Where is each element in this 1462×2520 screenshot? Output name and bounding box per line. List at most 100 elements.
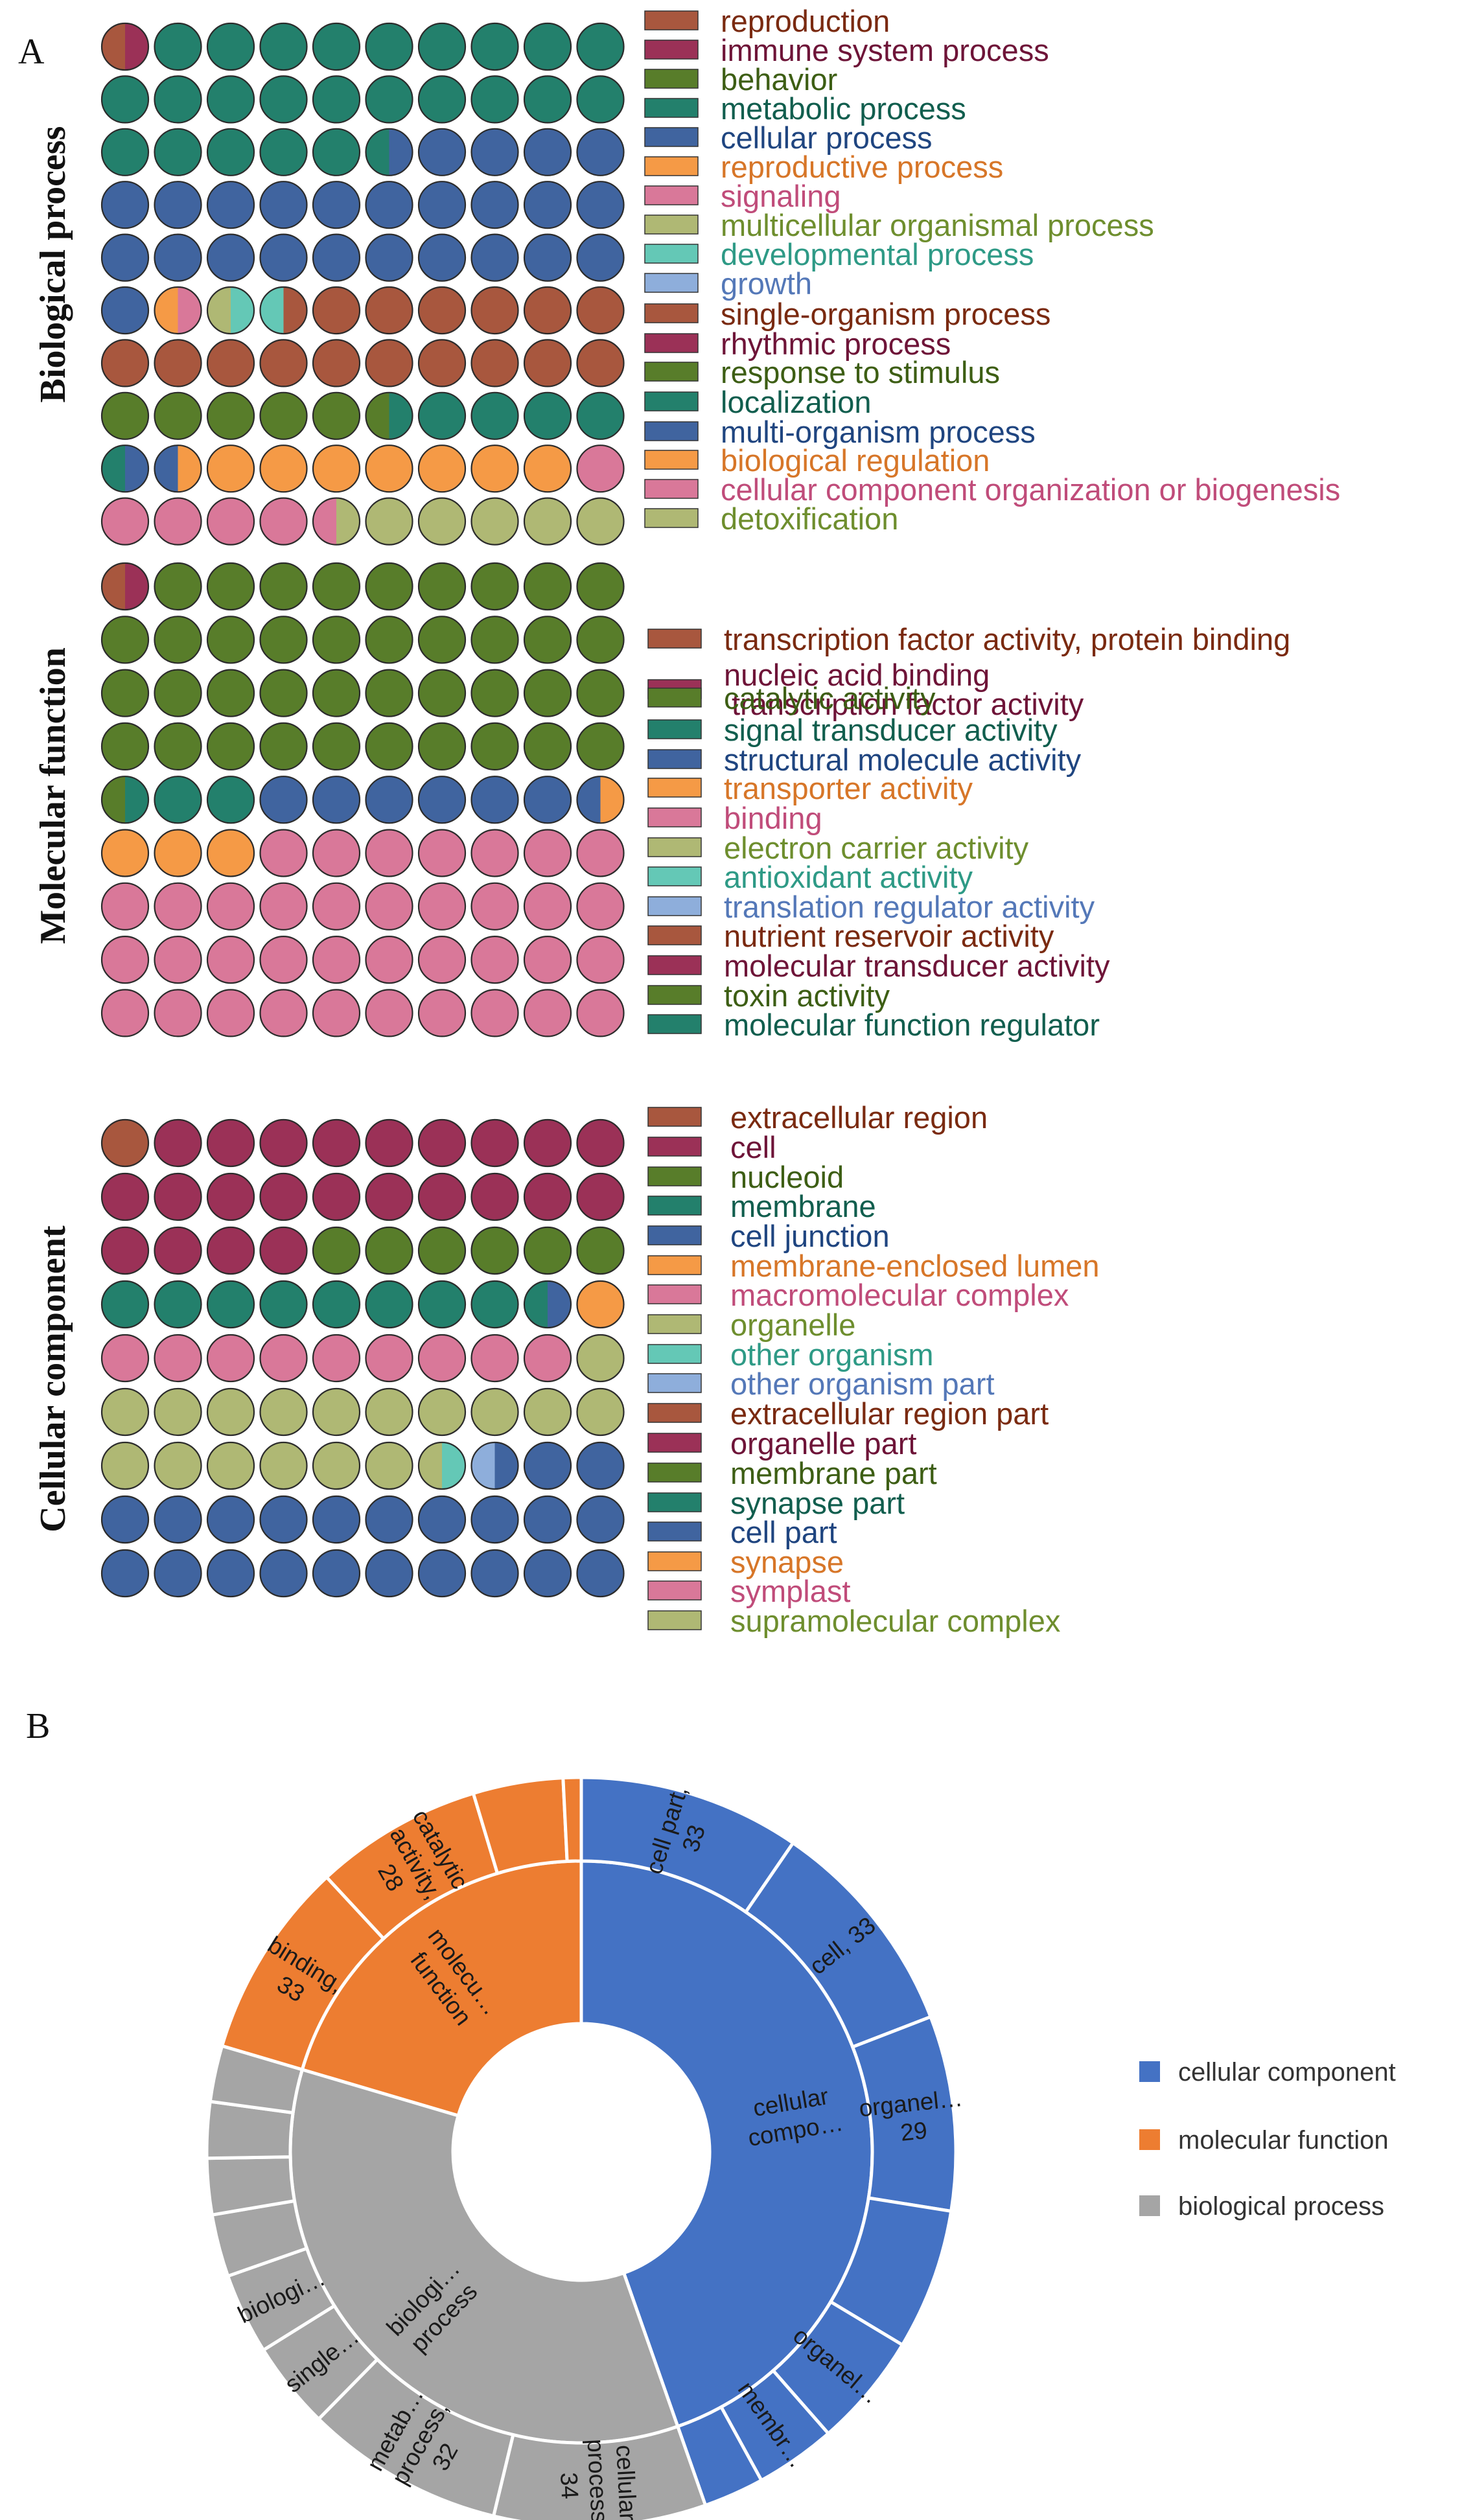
panel-b-label: B <box>26 1706 50 1746</box>
waffle-cell <box>417 181 467 229</box>
waffle-cell <box>523 22 572 71</box>
waffle-cell <box>100 935 150 984</box>
legend-swatch <box>644 40 699 60</box>
waffle-cell <box>259 669 308 717</box>
waffle-cell <box>365 616 413 664</box>
waffle-cell <box>206 339 255 387</box>
waffle-cell <box>576 1441 625 1490</box>
waffle-cell <box>523 1118 572 1168</box>
legend-swatch <box>644 333 699 353</box>
legend-swatch <box>644 508 699 528</box>
legend-swatch <box>647 985 702 1005</box>
waffle-cell <box>100 1118 150 1168</box>
waffle-cell <box>154 776 202 824</box>
outer-slice-cell-part: cell part,33 <box>579 1775 796 1915</box>
waffle-cell <box>417 286 467 335</box>
legend-swatch <box>647 1196 702 1216</box>
legend-label: cell part <box>730 1515 837 1549</box>
waffle-cell <box>470 391 519 440</box>
waffle-cell <box>576 989 625 1037</box>
waffle-cell <box>100 1495 150 1544</box>
waffle-cell <box>259 1441 308 1490</box>
legend-swatch <box>647 629 702 649</box>
legend-label: multi-organism process <box>721 415 1036 449</box>
waffle-cell <box>523 829 572 877</box>
waffle-cell <box>470 989 519 1037</box>
waffle-cell <box>154 1226 202 1275</box>
waffle-cell <box>259 935 308 984</box>
waffle-cell <box>523 1334 572 1383</box>
waffle-cell <box>206 1280 255 1329</box>
waffle-cell <box>100 1334 150 1383</box>
waffle-cell <box>417 829 467 877</box>
legend-label: transporter activity <box>724 771 973 805</box>
waffle-cell <box>470 1280 519 1329</box>
legend-item-response-to-stimulus: response to stimulus <box>644 355 1000 389</box>
legend-item-molecular-function-regulator: molecular function regulator <box>647 1008 1100 1042</box>
legend-label: immune system process <box>721 33 1049 67</box>
legend-label: symplast <box>730 1574 850 1608</box>
legend-swatch <box>647 719 702 739</box>
legend-swatch <box>647 688 702 708</box>
legend-label: metabolic process <box>721 91 966 126</box>
legend-swatch <box>644 479 699 499</box>
waffle-cell <box>523 562 572 611</box>
waffle-cell <box>365 75 413 124</box>
waffle-cell <box>206 935 255 984</box>
waffle-cell <box>259 181 308 229</box>
waffle-cell <box>470 616 519 664</box>
waffle-cell <box>206 722 255 771</box>
waffle-cell <box>365 497 413 546</box>
waffle-cell <box>576 391 625 440</box>
waffle-cell <box>154 722 202 771</box>
waffle-cell <box>576 1334 625 1383</box>
waffle-cell <box>417 1280 467 1329</box>
waffle-cell <box>365 1549 413 1598</box>
waffle-cell <box>523 391 572 440</box>
waffle-cell <box>576 1280 625 1329</box>
waffle-cell <box>100 1549 150 1598</box>
waffle-cell <box>417 1387 467 1437</box>
legend-item-immune-system-process: immune system process <box>644 33 1049 67</box>
waffle-cell <box>523 1387 572 1437</box>
waffle-cell <box>259 1549 308 1598</box>
waffle-cell <box>417 497 467 546</box>
waffle-cell <box>523 128 572 176</box>
waffle-cell <box>365 1441 413 1490</box>
outer-slice-metabolic-process: metab…process,32 <box>316 2357 515 2518</box>
waffle-cell <box>523 339 572 387</box>
waffle-cell <box>576 1495 625 1544</box>
waffle-cell <box>100 562 150 611</box>
waffle-cell <box>154 562 202 611</box>
legend-label: extracellular region <box>730 1100 988 1135</box>
waffle-cell <box>259 1118 308 1168</box>
waffle-cell <box>523 233 572 282</box>
legend-item-electron-carrier-activity: electron carrier activity <box>647 831 1029 865</box>
legend-swatch <box>644 156 699 176</box>
waffle-cell <box>576 233 625 282</box>
legend-swatch <box>644 214 699 235</box>
waffle-cell <box>259 1172 308 1221</box>
legend-item-signaling: signaling <box>644 179 841 213</box>
waffle-cell <box>470 75 519 124</box>
waffle-cell <box>417 616 467 664</box>
waffle-cell <box>523 1280 572 1329</box>
sunburst-legend-cellular-component: cellular component <box>1139 2058 1396 2087</box>
inner-slice-molecular-function: molecu…function <box>300 1859 583 2118</box>
legend-swatch <box>647 896 702 916</box>
waffle-cell <box>312 233 361 282</box>
legend-label: reproductive process <box>721 150 1003 184</box>
waffle-cell <box>417 445 467 493</box>
waffle-cell <box>470 339 519 387</box>
waffle-cell <box>576 776 625 824</box>
legend-item-reproduction: reproduction <box>644 4 890 38</box>
waffle-cell <box>576 1226 625 1275</box>
legend-label: cellular process <box>721 121 933 155</box>
outer-slice-transporter-activity <box>561 1775 583 1864</box>
legend-item-translation-regulator-activity: translation regulator activity <box>647 890 1095 924</box>
legend-label: molecular function <box>1178 2126 1389 2155</box>
waffle-cell <box>470 562 519 611</box>
legend-label: rhythmic process <box>721 327 951 361</box>
waffle-cell <box>470 882 519 931</box>
waffle-cell <box>259 776 308 824</box>
